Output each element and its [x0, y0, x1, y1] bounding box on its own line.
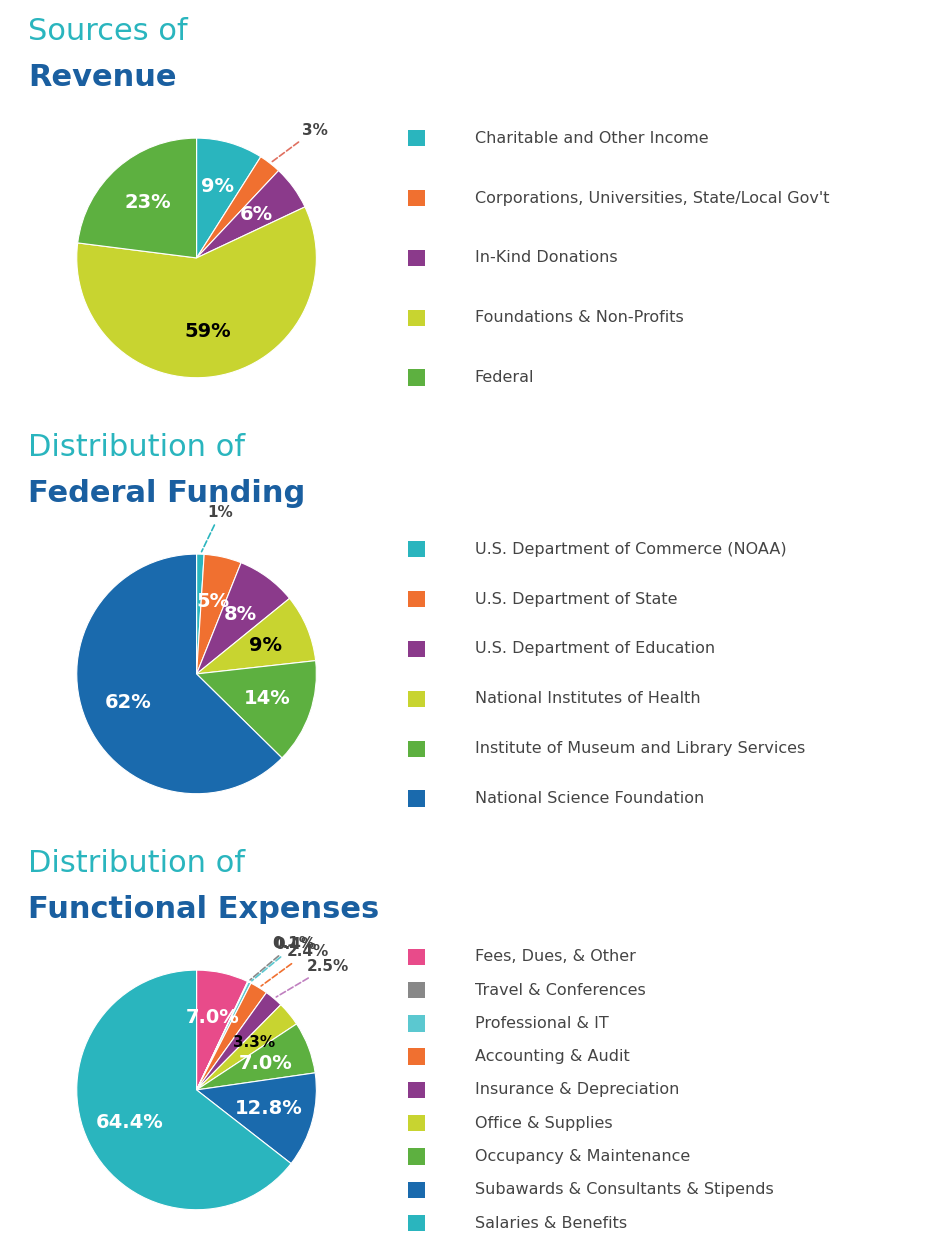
Bar — [408, 130, 425, 146]
Text: National Science Foundation: National Science Foundation — [475, 791, 704, 806]
Wedge shape — [197, 1023, 315, 1090]
Bar — [408, 1048, 425, 1065]
Bar — [408, 640, 425, 658]
Text: 0.1%: 0.1% — [250, 936, 314, 980]
Bar — [408, 369, 425, 386]
Wedge shape — [197, 970, 248, 1090]
Text: Salaries & Benefits: Salaries & Benefits — [475, 1216, 627, 1231]
Text: 0.4%: 0.4% — [252, 937, 316, 981]
Text: 3%: 3% — [272, 122, 328, 161]
Text: U.S. Department of State: U.S. Department of State — [475, 592, 677, 607]
Wedge shape — [77, 970, 291, 1209]
Text: 2.4%: 2.4% — [261, 945, 329, 986]
Text: Foundations & Non-Profits: Foundations & Non-Profits — [475, 311, 683, 326]
Bar — [408, 982, 425, 998]
Text: 23%: 23% — [124, 192, 170, 212]
Text: 7.0%: 7.0% — [186, 1008, 240, 1027]
Text: U.S. Department of Education: U.S. Department of Education — [475, 641, 715, 656]
Wedge shape — [78, 139, 197, 258]
Wedge shape — [197, 992, 281, 1090]
Text: 7.0%: 7.0% — [239, 1055, 293, 1073]
Bar — [408, 590, 425, 608]
Text: 9%: 9% — [249, 635, 282, 655]
Text: Charitable and Other Income: Charitable and Other Income — [475, 131, 709, 146]
Text: Functional Expenses: Functional Expenses — [28, 895, 379, 924]
Text: 2.5%: 2.5% — [276, 958, 349, 997]
Text: Travel & Conferences: Travel & Conferences — [475, 982, 645, 997]
Bar — [408, 790, 425, 807]
Bar — [408, 948, 425, 965]
Text: 3.3%: 3.3% — [233, 1036, 275, 1051]
Wedge shape — [197, 1005, 297, 1090]
Wedge shape — [197, 554, 204, 674]
Text: In-Kind Donations: In-Kind Donations — [475, 251, 617, 266]
Text: Distribution of: Distribution of — [28, 433, 245, 462]
Text: U.S. Department of Commerce (NOAA): U.S. Department of Commerce (NOAA) — [475, 542, 786, 557]
Text: Accounting & Audit: Accounting & Audit — [475, 1050, 629, 1065]
Wedge shape — [197, 554, 241, 674]
Wedge shape — [197, 983, 267, 1090]
Text: Fees, Dues, & Other: Fees, Dues, & Other — [475, 950, 636, 965]
Text: 14%: 14% — [243, 689, 290, 708]
Wedge shape — [197, 157, 279, 258]
Text: Subawards & Consultants & Stipends: Subawards & Consultants & Stipends — [475, 1182, 773, 1197]
Bar — [408, 190, 425, 206]
Text: 62%: 62% — [105, 693, 152, 713]
Text: 1%: 1% — [201, 504, 233, 552]
Text: Federal: Federal — [475, 371, 534, 386]
Bar — [408, 1114, 425, 1132]
Wedge shape — [197, 1073, 316, 1163]
Wedge shape — [197, 660, 316, 758]
Text: 8%: 8% — [224, 604, 257, 624]
Text: 59%: 59% — [185, 322, 231, 341]
Text: Institute of Museum and Library Services: Institute of Museum and Library Services — [475, 741, 805, 756]
Text: 5%: 5% — [197, 592, 229, 612]
Text: Occupancy & Maintenance: Occupancy & Maintenance — [475, 1149, 690, 1164]
Bar — [408, 310, 425, 326]
Text: Corporations, Universities, State/Local Gov't: Corporations, Universities, State/Local … — [475, 191, 829, 206]
Wedge shape — [77, 207, 316, 378]
Bar — [408, 1182, 425, 1198]
Bar — [408, 1082, 425, 1098]
Text: National Institutes of Health: National Institutes of Health — [475, 691, 700, 706]
Text: 9%: 9% — [201, 177, 234, 196]
Bar — [408, 740, 425, 758]
Bar — [408, 540, 425, 558]
Bar — [408, 1015, 425, 1032]
Text: 64.4%: 64.4% — [96, 1113, 164, 1132]
Text: 12.8%: 12.8% — [235, 1099, 302, 1118]
Bar — [408, 1214, 425, 1232]
Bar — [408, 690, 425, 708]
Wedge shape — [197, 981, 248, 1090]
Text: Federal Funding: Federal Funding — [28, 479, 305, 508]
Wedge shape — [77, 554, 282, 794]
Wedge shape — [197, 982, 251, 1090]
Text: Insurance & Depreciation: Insurance & Depreciation — [475, 1082, 679, 1097]
Text: Professional & IT: Professional & IT — [475, 1016, 608, 1031]
Wedge shape — [197, 598, 315, 674]
Wedge shape — [197, 563, 289, 674]
Text: Office & Supplies: Office & Supplies — [475, 1116, 612, 1131]
Text: Revenue: Revenue — [28, 62, 177, 92]
Bar — [408, 250, 425, 266]
Text: Distribution of: Distribution of — [28, 849, 245, 879]
Text: Sources of: Sources of — [28, 17, 188, 46]
Text: 6%: 6% — [241, 205, 273, 223]
Bar — [408, 1148, 425, 1164]
Wedge shape — [197, 139, 261, 258]
Wedge shape — [197, 171, 305, 258]
